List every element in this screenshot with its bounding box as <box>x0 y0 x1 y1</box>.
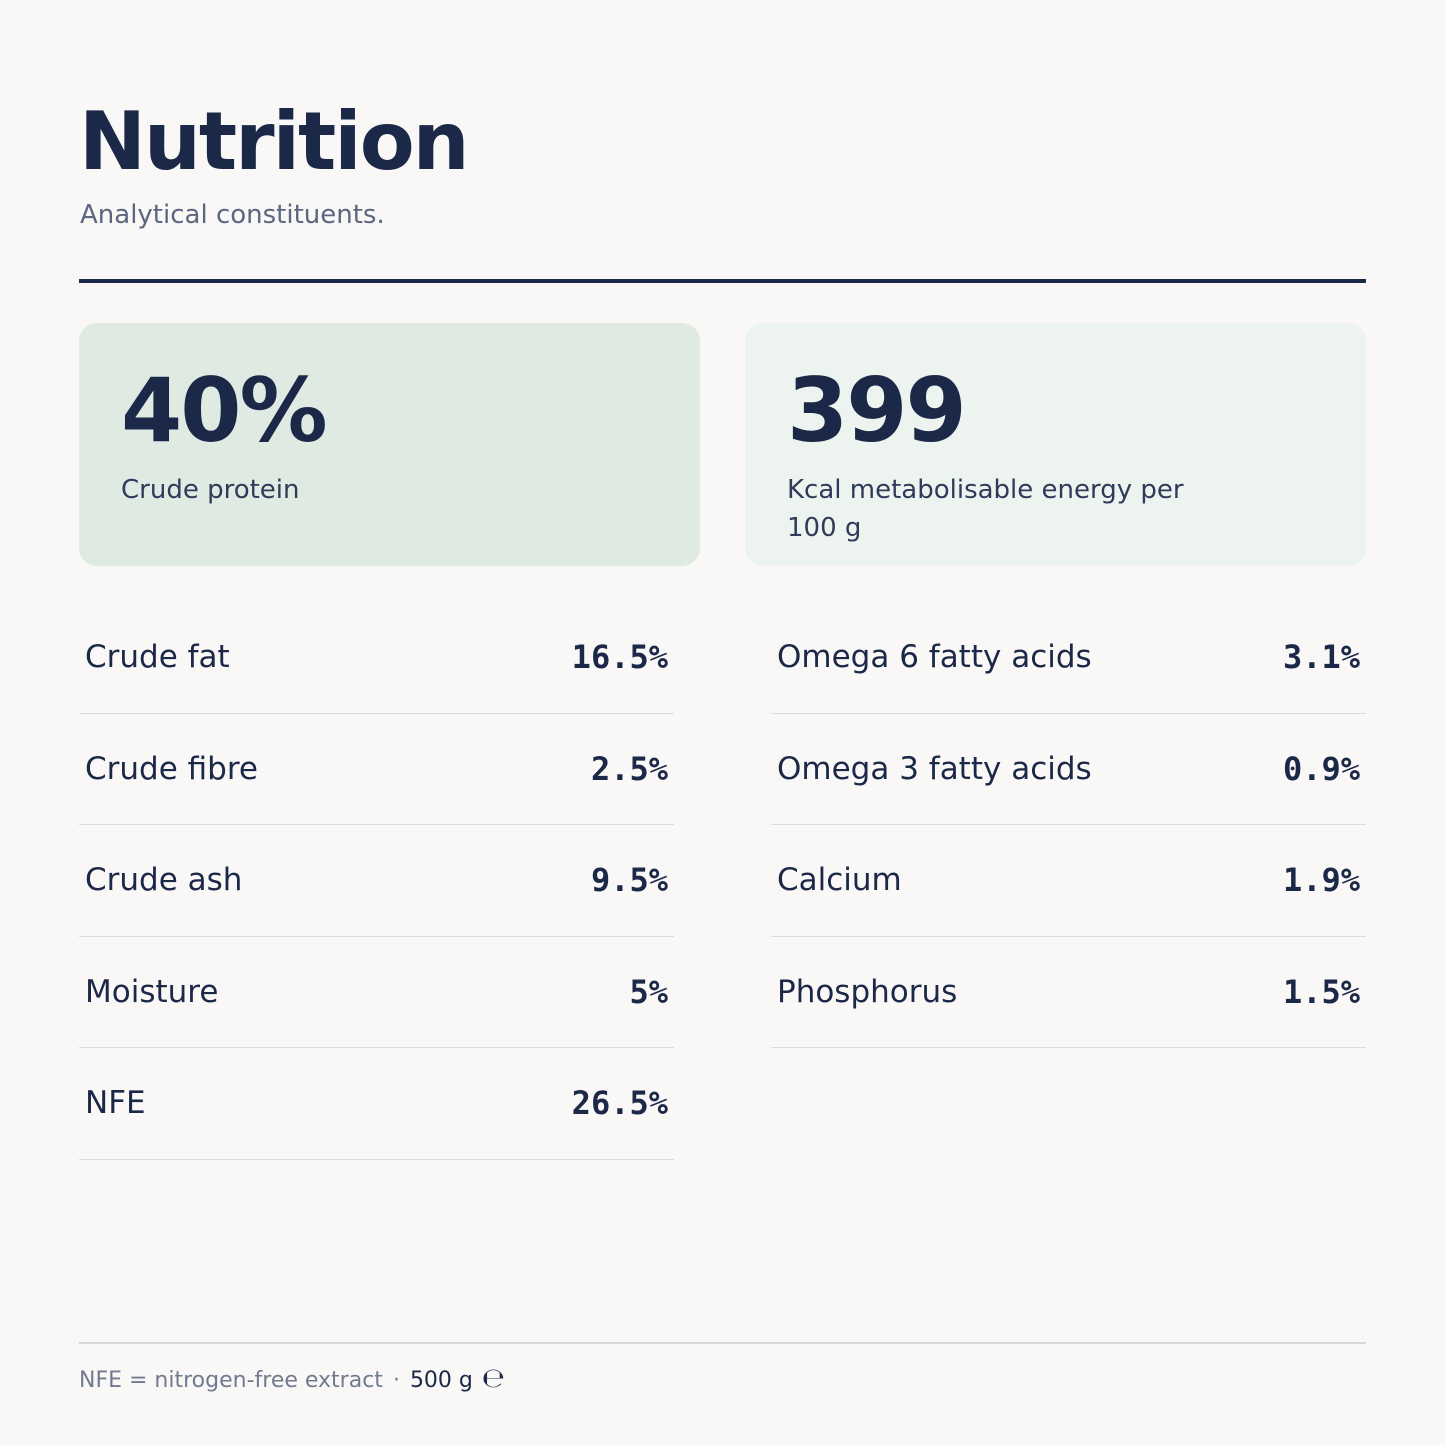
protein-value: 40% <box>121 359 328 462</box>
net-weight: 500 g <box>409 1368 473 1393</box>
list-item: NFE 26.5% <box>79 1048 674 1160</box>
protein-label: Crude protein <box>121 475 300 505</box>
list-item: Moisture 5% <box>79 937 674 1048</box>
constituent-name: Crude ash <box>85 862 243 899</box>
page-title: Nutrition <box>79 95 470 188</box>
list-item: Omega 6 fatty acids 3.1% <box>771 602 1366 714</box>
energy-value: 399 <box>787 359 967 462</box>
constituent-value: 1.5% <box>1282 972 1360 1011</box>
constituent-name: Crude fibre <box>85 750 258 787</box>
constituent-name: Calcium <box>777 862 902 899</box>
energy-label: Kcal metabolisable energy per 100 g <box>787 475 1184 543</box>
footer-note: NFE = nitrogen-free extract <box>79 1368 383 1393</box>
estimated-sign-icon: ℮ <box>481 1363 505 1394</box>
protein-highlight-card: 40% Crude protein <box>79 323 700 566</box>
page-subtitle: Analytical constituents. <box>80 200 385 230</box>
header-divider <box>79 279 1366 283</box>
constituent-name: Phosphorus <box>777 973 958 1010</box>
constituent-name: Moisture <box>85 973 219 1010</box>
constituent-value: 5% <box>629 972 668 1011</box>
constituent-name: Omega 6 fatty acids <box>777 639 1092 676</box>
constituent-value: 1.9% <box>1282 861 1360 900</box>
list-item: Phosphorus 1.5% <box>771 937 1366 1048</box>
constituent-value: 16.5% <box>571 638 668 677</box>
constituent-value: 0.9% <box>1282 749 1360 788</box>
footer-divider <box>79 1342 1366 1344</box>
list-item: Crude fat 16.5% <box>79 602 674 714</box>
constituent-value: 3.1% <box>1282 638 1360 677</box>
constituents-list-left: Crude fat 16.5% Crude fibre 2.5% Crude a… <box>79 602 674 1160</box>
constituent-value: 2.5% <box>590 749 668 788</box>
constituent-name: NFE <box>85 1085 146 1122</box>
constituent-value: 26.5% <box>571 1084 668 1123</box>
constituent-name: Crude fat <box>85 639 230 676</box>
constituent-name: Omega 3 fatty acids <box>777 750 1092 787</box>
list-item: Omega 3 fatty acids 0.9% <box>771 714 1366 825</box>
energy-highlight-card: 399 Kcal metabolisable energy per 100 g <box>745 323 1366 566</box>
constituents-list-right: Omega 6 fatty acids 3.1% Omega 3 fatty a… <box>771 602 1366 1048</box>
footer: NFE = nitrogen-free extract · 500 g ℮ <box>79 1363 505 1397</box>
list-item: Crude fibre 2.5% <box>79 714 674 825</box>
list-item: Calcium 1.9% <box>771 825 1366 937</box>
constituent-value: 9.5% <box>590 861 668 900</box>
footer-separator: · <box>392 1368 400 1393</box>
list-item: Crude ash 9.5% <box>79 825 674 937</box>
